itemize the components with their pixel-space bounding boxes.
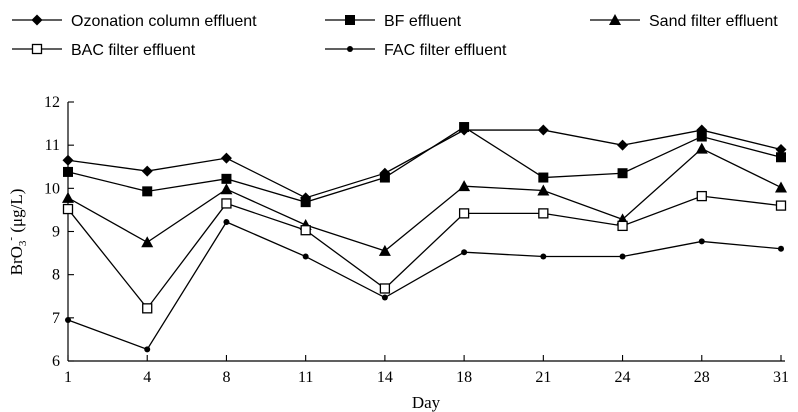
series-4-point xyxy=(142,303,153,314)
series-2-point xyxy=(696,131,707,142)
x-tick-label: 8 xyxy=(222,369,230,386)
legend-item-4: BAC filter effluent xyxy=(12,42,196,59)
x-tick-label: 18 xyxy=(456,369,472,386)
series-3-point xyxy=(220,183,233,195)
y-axis-title: BrO3- (μg/L) xyxy=(5,189,29,276)
legend-item-1: Ozonation column effluent xyxy=(12,13,257,30)
series-1-point xyxy=(62,154,74,166)
y-tick-label: 9 xyxy=(52,224,60,241)
series-4-point xyxy=(458,208,470,219)
y-axis-title-main: BrO xyxy=(7,246,26,275)
series-4-point xyxy=(696,190,707,202)
series-5-point xyxy=(619,253,626,260)
legend-marker xyxy=(345,15,355,25)
series-line-5 xyxy=(67,221,782,351)
series-line-4 xyxy=(67,195,782,310)
series-4-point xyxy=(300,225,311,236)
x-tick-label: 24 xyxy=(615,369,631,386)
legend-marker xyxy=(31,43,43,55)
series-4-point xyxy=(538,208,549,219)
y-tick-label: 12 xyxy=(44,94,60,111)
legend-item-5: FAC filter effluent xyxy=(325,42,507,59)
series-5-point xyxy=(302,253,309,260)
series-4-point xyxy=(221,198,232,209)
series-1-point xyxy=(617,139,629,151)
series-2-point xyxy=(459,122,470,133)
legend-item-3: Sand filter effluent xyxy=(590,13,778,30)
x-tick-label: 28 xyxy=(694,369,710,386)
series-line-3 xyxy=(67,147,782,252)
series-3-point xyxy=(458,180,471,192)
legend-label: BF effluent xyxy=(384,13,462,30)
series-3-point xyxy=(775,181,787,193)
series-2-point xyxy=(63,166,73,177)
x-tick-label: 11 xyxy=(298,369,313,386)
legend-label: Sand filter effluent xyxy=(649,13,778,30)
series-5-point xyxy=(461,249,468,256)
y-axis-title-unit: (μg/L) xyxy=(7,189,26,237)
series-2-point xyxy=(300,197,311,208)
series-1-point xyxy=(220,152,232,164)
legend-label: Ozonation column effluent xyxy=(71,13,257,30)
series-1-point xyxy=(775,143,787,155)
legend-marker xyxy=(347,46,353,52)
series-5-point xyxy=(540,253,547,260)
series-line-2 xyxy=(67,126,782,203)
series-3-point xyxy=(141,236,154,248)
series-2-point xyxy=(538,172,549,183)
legend: Ozonation column effluent BF effluent Sand… xyxy=(12,13,778,59)
x-axis-ticks: 1 4 8 11 14 18 21 24 28 31 xyxy=(64,355,789,386)
y-tick-label: 6 xyxy=(52,353,60,370)
series-5-point xyxy=(144,346,151,353)
series-5-point xyxy=(65,316,71,323)
series-5-point xyxy=(381,294,388,301)
y-tick-label: 8 xyxy=(52,267,60,284)
series-3-point xyxy=(62,191,74,203)
series-5-point xyxy=(223,219,230,226)
series-4-point xyxy=(617,220,628,232)
series-2-point xyxy=(776,152,786,163)
x-tick-label: 1 xyxy=(64,369,72,386)
series-2-point xyxy=(379,172,390,183)
x-axis-title: Day xyxy=(412,393,441,412)
y-axis-title-sub: 3 xyxy=(17,240,29,246)
series-4-point xyxy=(775,200,787,211)
x-tick-label: 14 xyxy=(377,369,393,386)
legend-label: BAC filter effluent xyxy=(71,42,196,59)
y-axis-ticks: 6 7 8 9 10 11 12 xyxy=(44,94,74,370)
series-2-point xyxy=(142,186,153,197)
series-2-point xyxy=(221,173,232,184)
legend-label: FAC filter effluent xyxy=(384,42,507,59)
x-tick-label: 31 xyxy=(773,369,789,386)
series-1-point xyxy=(537,124,549,136)
series-lines xyxy=(67,126,782,351)
series-5-point xyxy=(698,238,705,245)
series-3-point xyxy=(695,142,708,154)
legend-marker xyxy=(609,14,621,25)
y-tick-label: 7 xyxy=(52,310,60,327)
series-4-point xyxy=(62,203,74,215)
series-line-1 xyxy=(67,129,782,199)
legend-marker xyxy=(31,14,43,26)
x-tick-label: 4 xyxy=(143,369,151,386)
legend-item-2: BF effluent xyxy=(325,13,462,30)
x-tick-label: 21 xyxy=(535,369,551,386)
series-markers xyxy=(62,122,787,353)
series-5-point xyxy=(778,245,784,252)
y-tick-label: 11 xyxy=(45,137,60,154)
y-tick-label: 10 xyxy=(44,180,60,197)
series-3-point xyxy=(378,244,391,256)
y-axis-title-sup: - xyxy=(5,237,17,241)
series-3-point xyxy=(537,184,550,196)
series-1-point xyxy=(141,165,153,177)
series-4-point xyxy=(379,283,391,294)
series-2-point xyxy=(617,168,628,179)
